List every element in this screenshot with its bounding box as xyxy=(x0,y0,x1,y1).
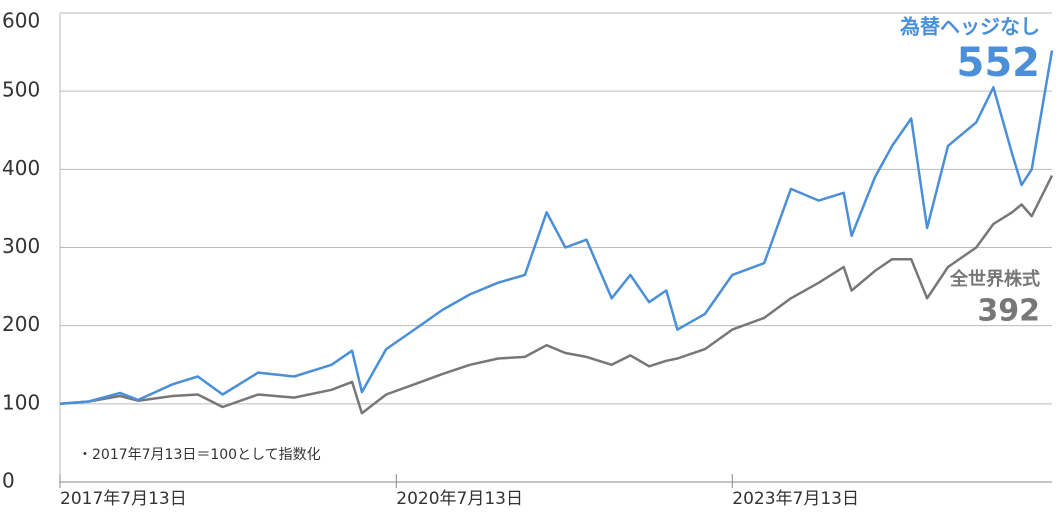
end-value-label: 392 xyxy=(977,294,1040,329)
end-value-label: 552 xyxy=(957,40,1041,86)
legend-label: 全世界株式 xyxy=(949,268,1040,290)
series-line xyxy=(59,50,1054,406)
y-tick-label: 300 xyxy=(2,234,40,258)
annotation: ・2017年7月13日＝100として指数化 xyxy=(78,447,321,463)
series-line xyxy=(59,175,1054,415)
y-tick-label: 500 xyxy=(2,78,40,102)
y-tick-label: 400 xyxy=(2,156,40,180)
y-tick-label: 600 xyxy=(2,9,40,33)
x-tick-label: 2017年7月13日 xyxy=(60,489,187,509)
y-tick-label: 0 xyxy=(2,469,15,493)
legend-label: 為替ヘッジなし xyxy=(900,15,1040,39)
y-tick-label: 100 xyxy=(2,390,40,414)
x-tick-label: 2023年7月13日 xyxy=(732,489,859,509)
x-tick-label: 2020年7月13日 xyxy=(396,489,523,509)
y-tick-label: 200 xyxy=(2,312,40,336)
